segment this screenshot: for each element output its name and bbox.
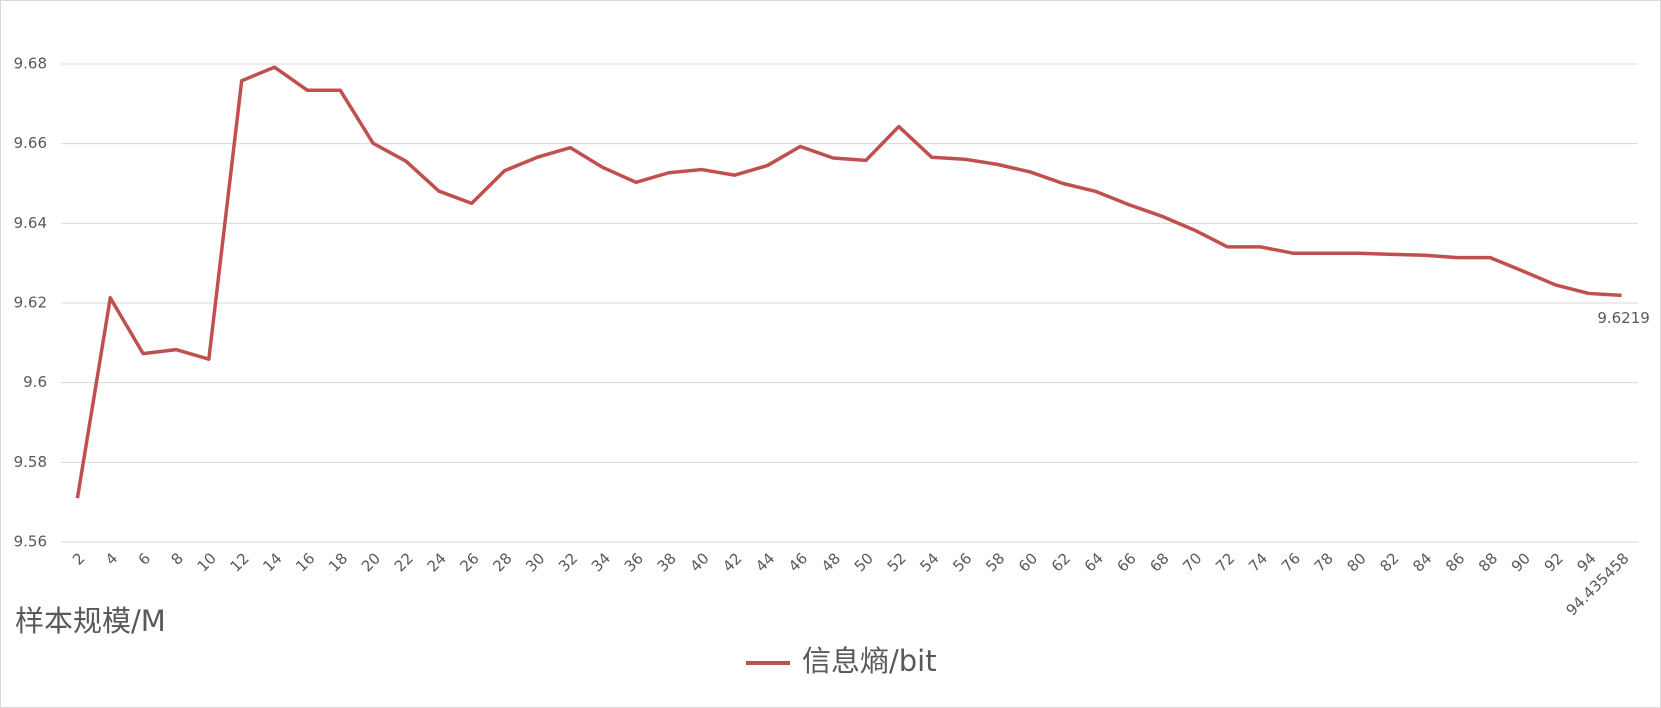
line-series — [75, 65, 1622, 499]
y-tick-label: 9.62 — [14, 294, 47, 312]
y-tick-label: 9.56 — [14, 533, 47, 551]
x-axis-title: 样本规模/M — [15, 604, 166, 638]
y-tick-label: 9.64 — [14, 214, 47, 232]
y-tick-label: 9.58 — [14, 453, 47, 471]
y-tick-label: 9.68 — [14, 55, 47, 73]
y-tick-label: 9.66 — [14, 134, 47, 152]
y-tick-label: 9.6 — [23, 373, 47, 391]
legend-label: 信息熵/bit — [802, 644, 937, 678]
data-label: 9.6219 — [1597, 309, 1650, 327]
